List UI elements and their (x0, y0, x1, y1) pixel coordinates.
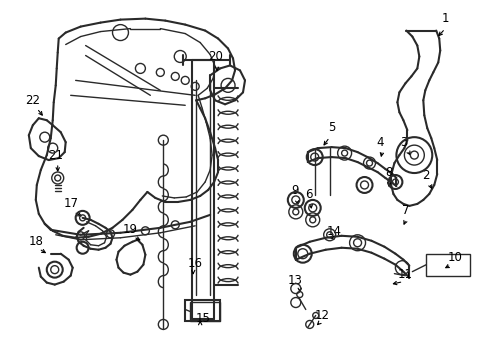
Text: 20: 20 (207, 50, 222, 63)
Text: 7: 7 (401, 204, 408, 217)
Text: 16: 16 (187, 257, 203, 270)
Text: 15: 15 (195, 312, 210, 325)
Text: 9: 9 (290, 184, 298, 197)
Text: 3: 3 (399, 136, 406, 149)
Text: 5: 5 (327, 121, 335, 134)
Text: 21: 21 (48, 149, 63, 162)
Text: 1: 1 (441, 12, 448, 25)
Text: 12: 12 (314, 309, 328, 322)
Bar (190, 302, 220, 321)
Bar (185, 300, 220, 321)
Text: 17: 17 (63, 197, 78, 210)
Text: 13: 13 (287, 274, 302, 287)
Text: 6: 6 (305, 188, 312, 202)
Text: 14: 14 (326, 225, 342, 238)
Bar (426, 254, 469, 276)
Text: 11: 11 (397, 268, 412, 281)
Text: 22: 22 (25, 94, 40, 107)
Text: 10: 10 (447, 251, 462, 264)
Text: 8: 8 (384, 166, 391, 179)
Text: 19: 19 (122, 223, 138, 236)
Text: 18: 18 (28, 235, 43, 248)
Text: 2: 2 (422, 168, 429, 181)
Text: 4: 4 (376, 136, 384, 149)
